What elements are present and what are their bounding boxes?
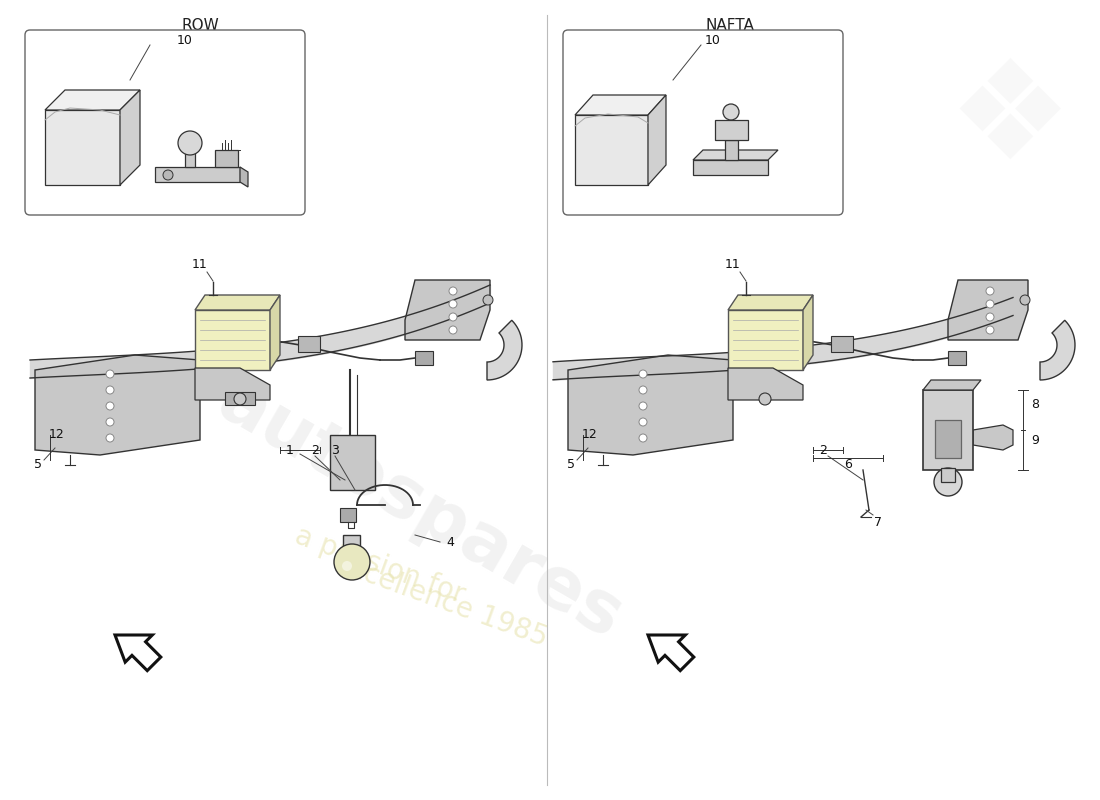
Circle shape bbox=[449, 287, 456, 295]
Text: 7: 7 bbox=[874, 515, 882, 529]
Polygon shape bbox=[940, 468, 955, 482]
Circle shape bbox=[639, 402, 647, 410]
Text: excellence 1985: excellence 1985 bbox=[329, 548, 551, 652]
Polygon shape bbox=[195, 368, 270, 400]
Polygon shape bbox=[974, 425, 1013, 450]
Text: 1: 1 bbox=[286, 443, 294, 457]
Text: 2: 2 bbox=[311, 443, 319, 457]
Polygon shape bbox=[923, 390, 974, 470]
Bar bbox=[830, 336, 852, 352]
Polygon shape bbox=[120, 90, 140, 185]
Text: ROW: ROW bbox=[182, 18, 219, 33]
Text: 4: 4 bbox=[447, 535, 454, 549]
Bar bbox=[415, 351, 433, 365]
Polygon shape bbox=[728, 368, 803, 400]
Polygon shape bbox=[568, 355, 733, 455]
Circle shape bbox=[1020, 295, 1030, 305]
Polygon shape bbox=[575, 115, 648, 185]
Polygon shape bbox=[948, 280, 1028, 340]
Text: 2: 2 bbox=[820, 443, 827, 457]
Polygon shape bbox=[405, 280, 490, 340]
Text: 8: 8 bbox=[1031, 398, 1040, 411]
Polygon shape bbox=[214, 150, 238, 167]
Circle shape bbox=[234, 393, 246, 405]
Polygon shape bbox=[923, 380, 981, 390]
Polygon shape bbox=[648, 635, 694, 670]
Text: 3: 3 bbox=[331, 443, 339, 457]
Circle shape bbox=[334, 544, 370, 580]
Polygon shape bbox=[715, 120, 748, 140]
Polygon shape bbox=[240, 167, 248, 187]
Circle shape bbox=[723, 104, 739, 120]
Polygon shape bbox=[155, 167, 240, 182]
Text: 10: 10 bbox=[177, 34, 192, 46]
Polygon shape bbox=[195, 310, 270, 370]
Circle shape bbox=[986, 300, 994, 308]
Text: 5: 5 bbox=[566, 458, 575, 471]
Text: 5: 5 bbox=[34, 458, 42, 471]
Polygon shape bbox=[185, 152, 195, 167]
Text: ❖: ❖ bbox=[948, 53, 1072, 187]
Circle shape bbox=[106, 370, 114, 378]
Circle shape bbox=[163, 170, 173, 180]
Text: 10: 10 bbox=[705, 34, 720, 46]
Polygon shape bbox=[693, 150, 778, 160]
Polygon shape bbox=[693, 160, 768, 175]
FancyBboxPatch shape bbox=[25, 30, 305, 215]
Circle shape bbox=[342, 561, 352, 571]
Polygon shape bbox=[728, 310, 803, 370]
Polygon shape bbox=[575, 95, 666, 115]
Polygon shape bbox=[116, 635, 161, 670]
Text: autospares: autospares bbox=[206, 366, 635, 654]
Text: NAFTA: NAFTA bbox=[705, 18, 755, 33]
Text: 12: 12 bbox=[582, 429, 598, 442]
Polygon shape bbox=[725, 140, 738, 160]
Polygon shape bbox=[45, 110, 120, 185]
Circle shape bbox=[986, 313, 994, 321]
Circle shape bbox=[986, 326, 994, 334]
Circle shape bbox=[639, 370, 647, 378]
Text: 12: 12 bbox=[50, 429, 65, 442]
Circle shape bbox=[759, 393, 771, 405]
Text: 9: 9 bbox=[1031, 434, 1038, 446]
Circle shape bbox=[483, 295, 493, 305]
Circle shape bbox=[449, 300, 456, 308]
Circle shape bbox=[449, 326, 456, 334]
Circle shape bbox=[106, 434, 114, 442]
Polygon shape bbox=[35, 355, 200, 455]
Text: 11: 11 bbox=[725, 258, 741, 271]
Circle shape bbox=[639, 418, 647, 426]
Circle shape bbox=[106, 402, 114, 410]
Polygon shape bbox=[330, 435, 375, 490]
Polygon shape bbox=[648, 95, 666, 185]
Polygon shape bbox=[45, 90, 140, 110]
Text: a passion for: a passion for bbox=[292, 522, 469, 609]
Polygon shape bbox=[1040, 320, 1075, 380]
Circle shape bbox=[106, 418, 114, 426]
Circle shape bbox=[449, 313, 456, 321]
Circle shape bbox=[639, 386, 647, 394]
Polygon shape bbox=[487, 320, 522, 380]
FancyBboxPatch shape bbox=[563, 30, 843, 215]
Polygon shape bbox=[343, 535, 360, 550]
Circle shape bbox=[639, 434, 647, 442]
Polygon shape bbox=[803, 295, 813, 370]
Circle shape bbox=[106, 386, 114, 394]
Bar bbox=[340, 508, 356, 522]
Bar bbox=[935, 420, 961, 458]
Polygon shape bbox=[195, 295, 280, 310]
Bar bbox=[298, 336, 320, 352]
Circle shape bbox=[178, 131, 202, 155]
Text: 11: 11 bbox=[192, 258, 208, 271]
Polygon shape bbox=[270, 295, 280, 370]
Text: 6: 6 bbox=[844, 458, 851, 471]
Bar bbox=[948, 351, 966, 365]
Polygon shape bbox=[728, 295, 813, 310]
Circle shape bbox=[986, 287, 994, 295]
Circle shape bbox=[934, 468, 962, 496]
Polygon shape bbox=[226, 392, 255, 405]
